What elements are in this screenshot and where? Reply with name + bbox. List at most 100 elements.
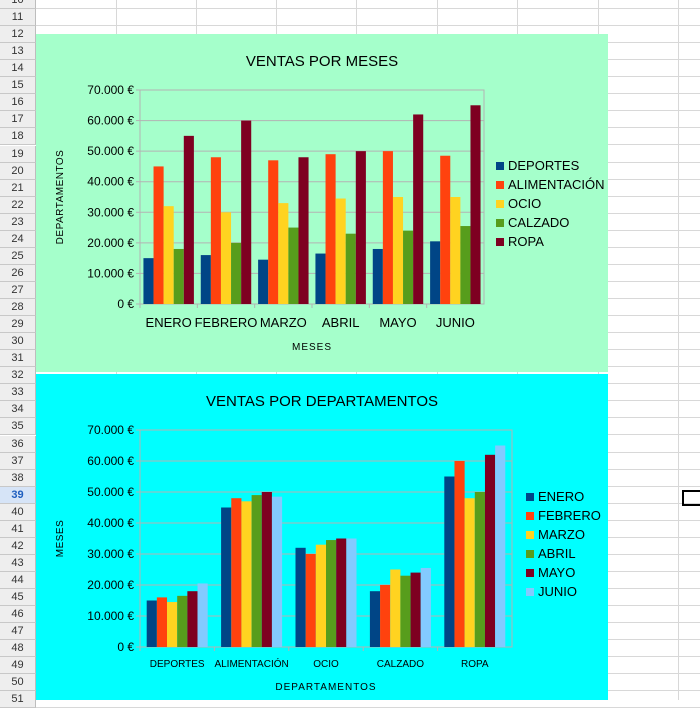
bar-calzado-enero: [173, 248, 184, 304]
row-header-11[interactable]: 11: [0, 9, 36, 26]
row-header-28[interactable]: 28: [0, 299, 36, 316]
bar-junio-alimentación: [271, 496, 283, 647]
row-header-40[interactable]: 40: [0, 504, 36, 521]
row-header-38[interactable]: 38: [0, 470, 36, 487]
chart-1-svg: 0 € 10.000 € 20.000 € 30.000 € 40.000 € 50.00…: [55, 53, 605, 353]
row-header-30[interactable]: 30: [0, 333, 36, 350]
bar-enero-ocio: [295, 547, 306, 647]
row-header-46[interactable]: 46: [0, 606, 36, 623]
bar-enero-ropa: [444, 476, 455, 647]
bar-febrero-alimentación: [231, 498, 242, 647]
y-tick-label: 40.000 €: [87, 175, 134, 189]
row-header-48[interactable]: 48: [0, 640, 36, 657]
y-tick-label: 30.000 €: [87, 205, 134, 219]
row-header-41[interactable]: 41: [0, 521, 36, 538]
row-header-47[interactable]: 47: [0, 623, 36, 640]
bar-ropa-marzo: [298, 157, 309, 304]
y-tick-label: 70.000 €: [87, 423, 134, 437]
row-header-27[interactable]: 27: [0, 282, 36, 299]
row-header-34[interactable]: 34: [0, 401, 36, 418]
row-header-39[interactable]: 39: [0, 487, 36, 504]
row-header-19[interactable]: 19: [0, 146, 36, 163]
row-header-49[interactable]: 49: [0, 657, 36, 674]
row-header-22[interactable]: 22: [0, 197, 36, 214]
legend-swatch: [496, 200, 504, 208]
x-category-label: OCIO: [313, 659, 339, 670]
x-category-label: FEBRERO: [195, 315, 258, 330]
legend-swatch: [526, 569, 534, 577]
bar-calzado-febrero: [231, 242, 242, 304]
bar-junio-deportes: [197, 583, 208, 647]
legend-swatch: [496, 238, 504, 246]
legend-label-febrero: FEBRERO: [538, 508, 601, 523]
y-tick-label: 50.000 €: [87, 485, 134, 499]
y-tick-label: 30.000 €: [87, 547, 134, 561]
bar-abril-ocio: [326, 540, 337, 647]
bar-junio-ocio: [346, 538, 357, 647]
row-header-16[interactable]: 16: [0, 94, 36, 111]
row-header-42[interactable]: 42: [0, 538, 36, 555]
row-header-23[interactable]: 23: [0, 214, 36, 231]
y-tick-label: 20.000 €: [87, 236, 134, 250]
row-header-25[interactable]: 25: [0, 248, 36, 265]
legend-label-ocio: OCIO: [508, 196, 541, 211]
row-header-20[interactable]: 20: [0, 163, 36, 180]
bar-febrero-calzado: [380, 585, 391, 647]
legend-swatch: [526, 512, 534, 520]
bar-ocio-febrero: [220, 212, 232, 304]
row-header-14[interactable]: 14: [0, 60, 36, 77]
y-tick-label: 0 €: [117, 640, 134, 654]
bar-enero-deportes: [146, 600, 157, 647]
bar-ropa-junio: [470, 105, 481, 305]
row-header-29[interactable]: 29: [0, 316, 36, 333]
y-tick-label: 0 €: [117, 297, 134, 311]
bar-ropa-enero: [183, 135, 194, 304]
bar-mayo-alimentación: [261, 492, 272, 647]
row-header-18[interactable]: 18: [0, 128, 36, 145]
row-header-37[interactable]: 37: [0, 453, 36, 470]
row-header-15[interactable]: 15: [0, 77, 36, 94]
row-header-24[interactable]: 24: [0, 231, 36, 248]
row-header-12[interactable]: 12: [0, 26, 36, 43]
row-gridline: [36, 8, 700, 9]
row-header-31[interactable]: 31: [0, 350, 36, 367]
bar-deportes-enero: [143, 258, 154, 304]
bar-marzo-alimentación: [241, 501, 252, 647]
bar-febrero-ocio: [305, 554, 316, 647]
row-header-35[interactable]: 35: [0, 418, 36, 435]
row-header-13[interactable]: 13: [0, 43, 36, 60]
bar-alimentación-marzo: [268, 160, 279, 304]
legend-label-junio: JUNIO: [538, 584, 577, 599]
bar-alimentación-enero: [153, 166, 164, 304]
legend-swatch: [496, 219, 504, 227]
bar-marzo-ropa: [464, 498, 475, 647]
bar-abril-ropa: [474, 492, 485, 647]
row-header-36[interactable]: 36: [0, 436, 36, 453]
bar-abril-alimentación: [251, 495, 262, 647]
x-category-label: DEPORTES: [150, 659, 205, 670]
x-category-label: JUNIO: [436, 315, 475, 330]
row-header-10[interactable]: 10: [0, 0, 36, 9]
row-header-26[interactable]: 26: [0, 265, 36, 282]
bar-ocio-junio: [450, 197, 461, 304]
row-header-44[interactable]: 44: [0, 572, 36, 589]
y-tick-label: 50.000 €: [87, 144, 134, 158]
row-header-33[interactable]: 33: [0, 384, 36, 401]
active-cell-cursor[interactable]: [682, 490, 700, 506]
x-category-label: MARZO: [260, 315, 307, 330]
chart-ventas-por-departamentos[interactable]: 0 € 10.000 € 20.000 € 30.000 € 40.000 € 50.00…: [36, 374, 608, 700]
row-header-32[interactable]: 32: [0, 367, 36, 384]
bar-junio-calzado: [420, 567, 431, 647]
y-axis-title: DEPARTAMENTOS: [55, 150, 66, 245]
chart-ventas-por-meses[interactable]: 0 € 10.000 € 20.000 € 30.000 € 40.000 € 50.00…: [36, 34, 608, 372]
row-header-43[interactable]: 43: [0, 555, 36, 572]
legend-label-ropa: ROPA: [508, 234, 544, 249]
row-header-50[interactable]: 50: [0, 674, 36, 691]
bar-mayo-calzado: [410, 572, 421, 647]
row-header-21[interactable]: 21: [0, 180, 36, 197]
row-header-17[interactable]: 17: [0, 111, 36, 128]
bar-alimentación-febrero: [210, 157, 221, 304]
row-header-45[interactable]: 45: [0, 589, 36, 606]
bar-alimentación-junio: [440, 155, 451, 304]
legend-label-calzado: CALZADO: [508, 215, 569, 230]
